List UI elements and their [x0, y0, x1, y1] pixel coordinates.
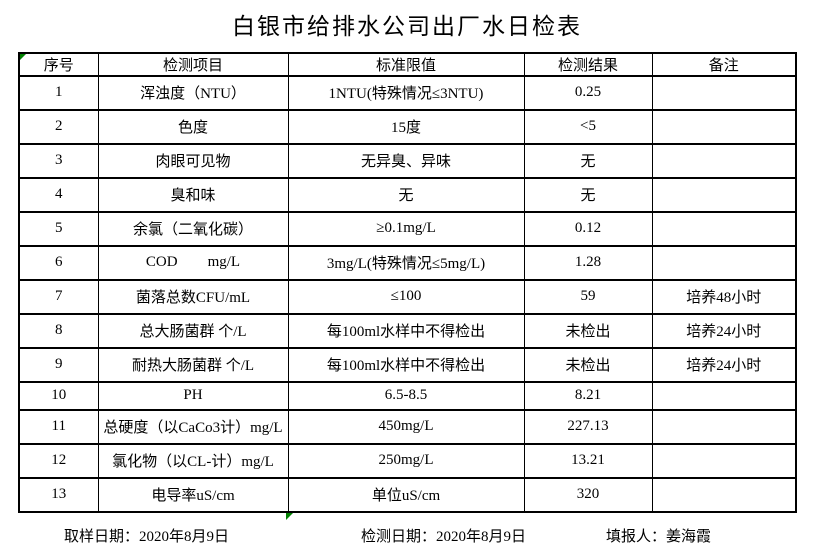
table-row: 6 COD mg/L 3mg/L(特殊情况≤5mg/L) 1.28 — [18, 244, 797, 281]
cell-result: 未检出 — [523, 312, 653, 349]
cell-no: 13 — [18, 476, 99, 514]
test-date-label: 检测日期：2020年8月9日 — [361, 529, 527, 545]
column-header: 检测结果 — [523, 52, 653, 77]
cell-result: 1.28 — [523, 244, 653, 281]
column-header: 序号 — [18, 52, 99, 77]
cell-result: 227.13 — [523, 408, 653, 445]
table-row: 7 菌落总数CFU/mL ≤100 59 培养48小时 — [18, 278, 797, 315]
excel-marker-icon — [286, 513, 293, 520]
cell-remark: 培养24小时 — [651, 346, 797, 383]
column-header: 备注 — [651, 52, 797, 77]
cell-result: 13.21 — [523, 442, 653, 479]
cell-remark — [651, 476, 797, 514]
cell-item: 余氯（二氧化碳） — [97, 210, 289, 247]
table-row: 8 总大肠菌群 个/L 每100ml水样中不得检出 未检出 培养24小时 — [18, 312, 797, 349]
table-row: 4 臭和味无无 — [18, 176, 797, 213]
cell-remark — [651, 380, 797, 411]
cell-no: 7 — [18, 278, 99, 315]
cell-no: 10 — [18, 380, 99, 411]
cell-remark — [651, 142, 797, 179]
cell-remark — [651, 244, 797, 281]
cell-result: 59 — [523, 278, 653, 315]
cell-standard: 1NTU(特殊情况≤3NTU) — [287, 75, 525, 111]
table-row: 2 色度 15度 <5 — [18, 108, 797, 145]
excel-error-indicator-icon — [20, 54, 26, 60]
cell-result: 0.12 — [523, 210, 653, 247]
cell-no: 1 — [18, 75, 99, 111]
cell-item: 浑浊度（NTU） — [97, 75, 289, 111]
table-header-row: 序号 检测项目 标准限值 检测结果 备注 — [18, 52, 797, 77]
cell-item: 肉眼可见物 — [97, 142, 289, 179]
cell-standard: 3mg/L(特殊情况≤5mg/L) — [287, 244, 525, 281]
reporter-label: 填报人：姜海霞 — [606, 529, 712, 545]
column-header: 检测项目 — [97, 52, 289, 77]
cell-remark — [651, 442, 797, 479]
cell-result: 320 — [523, 476, 653, 514]
sampling-date-label: 取样日期：2020年8月9日 — [64, 529, 230, 545]
cell-standard: 单位uS/cm — [287, 476, 525, 514]
cell-no: 6 — [18, 244, 99, 281]
cell-remark — [651, 210, 797, 247]
table-row: 3 肉眼可见物 无异臭、异味无 — [18, 142, 797, 179]
column-header: 标准限值 — [287, 52, 525, 77]
cell-item: 耐热大肠菌群 个/L — [97, 346, 289, 383]
cell-result: 无 — [523, 142, 653, 179]
cell-result: 0.25 — [523, 75, 653, 111]
cell-standard: 250mg/L — [287, 442, 525, 479]
cell-no: 11 — [18, 408, 99, 445]
cell-no: 8 — [18, 312, 99, 349]
cell-standard: 15度 — [287, 108, 525, 145]
table-row: 10 PH 6.5-8.5 8.21 — [18, 380, 797, 411]
cell-result: <5 — [523, 108, 653, 145]
table-row: 9 耐热大肠菌群 个/L 每100ml水样中不得检出 未检出 培养24小时 — [18, 346, 797, 383]
cell-standard: ≥0.1mg/L — [287, 210, 525, 247]
cell-item: 臭和味 — [97, 176, 289, 213]
cell-item: 总硬度（以CaCo3计）mg/L — [97, 408, 289, 445]
cell-standard: 无异臭、异味 — [287, 142, 525, 179]
cell-no: 12 — [18, 442, 99, 479]
cell-item: COD mg/L — [97, 244, 289, 281]
table-row: 12 氯化物（以CL-计）mg/L 250mg/L 13.21 — [18, 442, 797, 479]
page-title: 白银市给排水公司出厂水日检表 — [232, 14, 582, 39]
cell-no: 9 — [18, 346, 99, 383]
table-row: 13 电导率uS/cm 单位uS/cm 320 — [18, 476, 797, 514]
table-row: 5 余氯（二氧化碳） ≥0.1mg/L 0.12 — [18, 210, 797, 247]
cell-no: 2 — [18, 108, 99, 145]
cell-remark: 培养48小时 — [651, 278, 797, 315]
cell-standard: 无 — [287, 176, 525, 213]
table-row: 1 浑浊度（NTU） 1NTU(特殊情况≤3NTU) 0.25 — [18, 75, 797, 111]
cell-result: 未检出 — [523, 346, 653, 383]
cell-standard: 每100ml水样中不得检出 — [287, 312, 525, 349]
cell-no: 3 — [18, 142, 99, 179]
table-row: 11 总硬度（以CaCo3计）mg/L 450mg/L 227.13 — [18, 408, 797, 445]
cell-item: 菌落总数CFU/mL — [97, 278, 289, 315]
cell-no: 4 — [18, 176, 99, 213]
cell-remark: 培养24小时 — [651, 312, 797, 349]
cell-remark — [651, 108, 797, 145]
cell-remark — [651, 75, 797, 111]
inspection-table: 序号 检测项目 标准限值 检测结果 备注 1 浑浊度（NTU） 1NTU(特殊情况≤3NTU… — [18, 52, 797, 514]
cell-result: 无 — [523, 176, 653, 213]
cell-standard: 450mg/L — [287, 408, 525, 445]
cell-item: 氯化物（以CL-计）mg/L — [97, 442, 289, 479]
cell-remark — [651, 408, 797, 445]
cell-standard: ≤100 — [287, 278, 525, 315]
cell-item: 电导率uS/cm — [97, 476, 289, 514]
cell-item: PH — [97, 380, 289, 411]
cell-standard: 每100ml水样中不得检出 — [287, 346, 525, 383]
cell-no: 5 — [18, 210, 99, 247]
cell-item: 总大肠菌群 个/L — [97, 312, 289, 349]
cell-standard: 6.5-8.5 — [287, 380, 525, 411]
cell-item: 色度 — [97, 108, 289, 145]
cell-result: 8.21 — [523, 380, 653, 411]
cell-remark — [651, 176, 797, 213]
